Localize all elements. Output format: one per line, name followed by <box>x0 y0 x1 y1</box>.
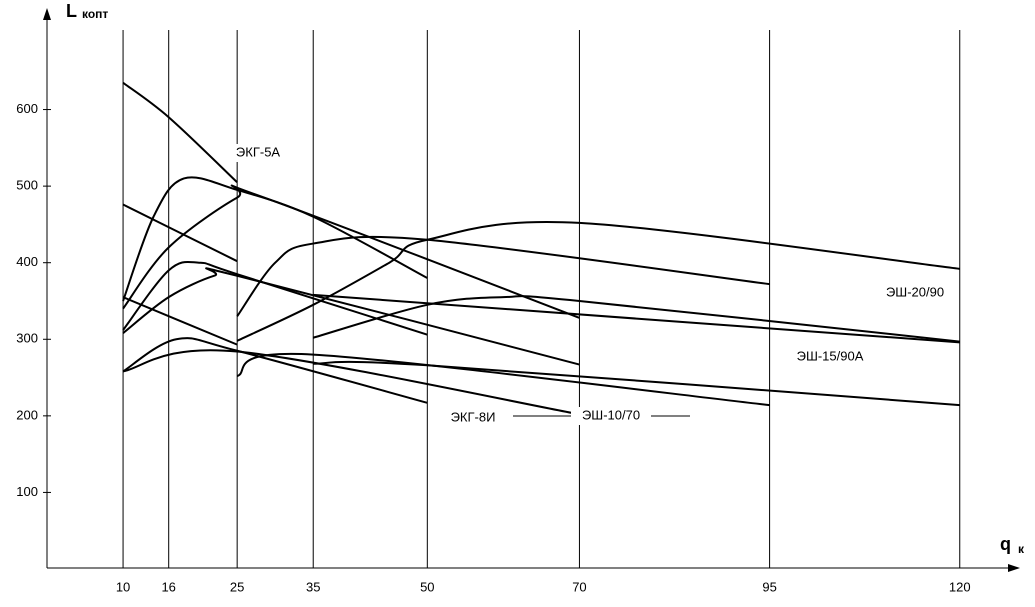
x-tick-label: 16 <box>161 579 175 594</box>
curve <box>122 176 428 302</box>
x-tick-label: 35 <box>306 579 320 594</box>
annotation: ЭШ-15/90А <box>797 348 864 363</box>
curve <box>122 81 238 184</box>
x-tick-label: 10 <box>116 579 130 594</box>
annotation: ЭШ-10/70 <box>582 407 640 422</box>
x-tick-label: 120 <box>949 579 971 594</box>
curve <box>122 184 580 319</box>
x-tick-label: 70 <box>572 579 586 594</box>
y-tick-label: 500 <box>16 178 38 193</box>
annotation-bg <box>571 407 651 425</box>
y-tick-label: 300 <box>16 331 38 346</box>
x-arrow <box>1008 564 1020 572</box>
y-axis-label: L <box>66 1 77 21</box>
annotation: ЭШ-20/90 <box>886 284 944 299</box>
curve <box>313 360 960 407</box>
curve <box>236 352 770 407</box>
y-arrow <box>43 8 51 20</box>
curve <box>122 260 428 336</box>
annotation: ЭКГ-5А <box>236 144 281 159</box>
x-axis-label-sub: к <box>1018 542 1025 556</box>
curve <box>122 349 580 416</box>
curve <box>236 235 770 317</box>
curve <box>122 203 238 263</box>
annotation-bg <box>875 284 955 302</box>
curve <box>122 267 580 366</box>
x-tick-label: 95 <box>762 579 776 594</box>
curve <box>236 220 960 342</box>
y-tick-label: 400 <box>16 254 38 269</box>
x-axis-label: q <box>1000 534 1011 554</box>
annotation-bg <box>433 409 513 427</box>
x-tick-label: 25 <box>230 579 244 594</box>
y-tick-label: 600 <box>16 101 38 116</box>
curve <box>122 337 428 404</box>
curve <box>122 296 238 346</box>
annotation-bg <box>218 144 298 162</box>
y-axis-label-sub: копт <box>82 7 108 21</box>
annotation-bg <box>790 348 870 366</box>
curve <box>313 293 960 344</box>
y-tick-label: 100 <box>16 484 38 499</box>
curve <box>312 295 960 343</box>
y-tick-label: 200 <box>16 407 38 422</box>
x-tick-label: 50 <box>420 579 434 594</box>
annotation: ЭКГ-8И <box>451 409 496 424</box>
